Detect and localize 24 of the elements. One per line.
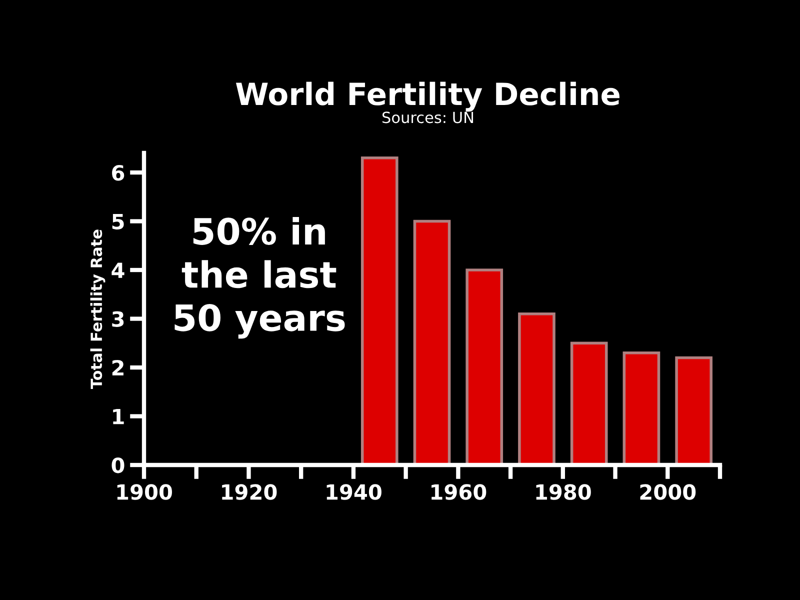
annotation: 50% in the last 50 years [174, 217, 345, 339]
chart-title: World Fertility Decline [236, 82, 620, 112]
y-tick-label: 1 [113, 408, 124, 424]
x-tick-label: 2000 [640, 484, 696, 500]
y-tick-label: 0 [112, 457, 124, 474]
x-tick-label: 1980 [536, 484, 591, 500]
bar [518, 312, 556, 465]
bar [622, 351, 660, 465]
bar [360, 156, 398, 465]
chart-subtitle: Sources: UN [382, 112, 474, 124]
y-tick-label: 6 [112, 164, 124, 181]
y-tick-label: 4 [112, 262, 124, 278]
x-tick-label: 1900 [117, 484, 172, 500]
y-tick-label: 3 [112, 311, 124, 327]
bar [570, 342, 608, 465]
x-tick-label: 1940 [326, 484, 382, 500]
y-tick-label: 2 [112, 360, 124, 376]
bar [675, 356, 712, 465]
x-tick-label: 1920 [222, 484, 277, 500]
y-tick-label: 5 [112, 214, 124, 230]
bar [466, 268, 504, 465]
x-tick-label: 1960 [432, 484, 486, 500]
bar [413, 220, 451, 465]
y-axis-title: Total Fertility Rate [90, 230, 106, 389]
